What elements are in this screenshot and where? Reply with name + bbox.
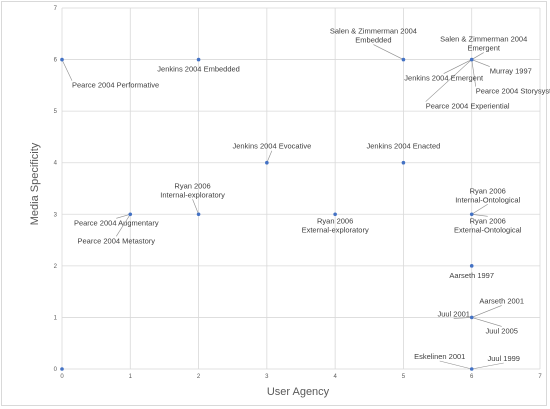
leader-line xyxy=(471,305,502,318)
data-point xyxy=(196,57,201,62)
y-tick-label: 1 xyxy=(54,315,58,321)
leader-line xyxy=(471,59,477,87)
leader-line xyxy=(61,59,73,81)
data-label: Juul 2001 xyxy=(437,309,470,318)
data-label: Pearce 2004 Performative xyxy=(72,81,159,90)
x-tick-label: 7 xyxy=(538,374,542,380)
data-point xyxy=(128,212,133,217)
leader-line xyxy=(443,59,472,74)
data-label: Ryan 2006 External-Ontological xyxy=(454,216,522,234)
data-label: Juul 1999 xyxy=(487,354,520,363)
leader-line xyxy=(471,317,502,327)
leader-line xyxy=(471,204,488,215)
x-axis-title: User Agency xyxy=(267,386,330,398)
tick-labels: 0 1 2 3 4 5 6 7 0 1 2 3 4 5 6 7 xyxy=(54,6,543,380)
data-label: Jenkins 2004 Evocative xyxy=(232,142,311,151)
leader-line xyxy=(471,362,504,370)
leader-line xyxy=(116,213,131,219)
x-tick-label: 4 xyxy=(333,374,337,380)
x-tick-label: 2 xyxy=(197,374,201,380)
data-label: Juul 2005 xyxy=(485,326,518,335)
data-label: Aarseth 2001 xyxy=(479,296,524,305)
leader-line xyxy=(471,52,484,60)
y-tick-label: 2 xyxy=(54,264,58,270)
data-points xyxy=(60,57,474,371)
data-label: Pearce 2004 Metastory xyxy=(78,236,156,245)
leader-line xyxy=(439,360,472,370)
data-point xyxy=(60,367,64,371)
y-axis-title: Media Specificity xyxy=(29,142,41,225)
data-label: Jenkins 2004 Embedded xyxy=(157,65,240,74)
x-tick-label: 5 xyxy=(402,374,406,380)
data-label: Salen & Zimmerman 2004 Embedded xyxy=(330,27,417,45)
y-tick-label: 5 xyxy=(54,109,58,115)
leader-line xyxy=(453,317,472,319)
data-point xyxy=(401,160,406,165)
data-label: Pearce 2004 Augmentary xyxy=(74,218,159,227)
x-tick-label: 1 xyxy=(129,374,133,380)
leader-line xyxy=(266,150,273,163)
data-point xyxy=(469,315,474,320)
data-point xyxy=(196,212,201,217)
data-point xyxy=(60,57,64,62)
y-tick-label: 3 xyxy=(54,212,58,218)
data-label: Eskelinen 2001 xyxy=(414,352,465,361)
data-label: Ryan 2006 Internal-Ontological xyxy=(455,186,520,204)
data-label: Pearce 2004 Storysystem xyxy=(476,87,550,96)
data-label: Jenkins 2004 Emergent xyxy=(404,74,484,83)
data-label: Ryan 2006 External-exploratory xyxy=(302,216,369,234)
gridlines xyxy=(61,7,541,370)
leader-line xyxy=(471,59,490,67)
y-tick-label: 0 xyxy=(54,367,58,373)
data-point xyxy=(265,160,269,165)
x-tick-label: 3 xyxy=(265,374,269,380)
leader-line xyxy=(192,199,199,215)
y-tick-label: 4 xyxy=(54,161,58,167)
data-label: Salen & Zimmerman 2004 Emergent xyxy=(440,35,527,53)
leader-line xyxy=(425,59,472,102)
data-label: Pearce 2004 Experiential xyxy=(426,102,510,111)
leader-line xyxy=(373,44,404,60)
data-point xyxy=(469,367,474,371)
data-point xyxy=(469,264,474,268)
data-labels: Pearce 2004 Performative Jenkins 2004 Emb… xyxy=(72,27,550,363)
y-tick-label: 6 xyxy=(54,58,58,64)
leader-line xyxy=(471,213,488,217)
data-point xyxy=(469,212,474,217)
y-tick-label: 7 xyxy=(54,6,58,12)
x-tick-label: 0 xyxy=(60,374,64,380)
data-label: Jenkins 2004 Enacted xyxy=(367,142,441,151)
leader-lines xyxy=(61,44,504,370)
data-label: Ryan 2006 Internal-exploratory xyxy=(160,181,225,199)
x-tick-label: 6 xyxy=(470,374,474,380)
data-label: Aarseth 1997 xyxy=(449,271,494,280)
data-point xyxy=(469,57,474,62)
leader-line xyxy=(116,214,131,237)
data-point xyxy=(401,57,406,62)
data-point xyxy=(333,212,337,217)
data-label: Murray 1997 xyxy=(490,67,532,76)
